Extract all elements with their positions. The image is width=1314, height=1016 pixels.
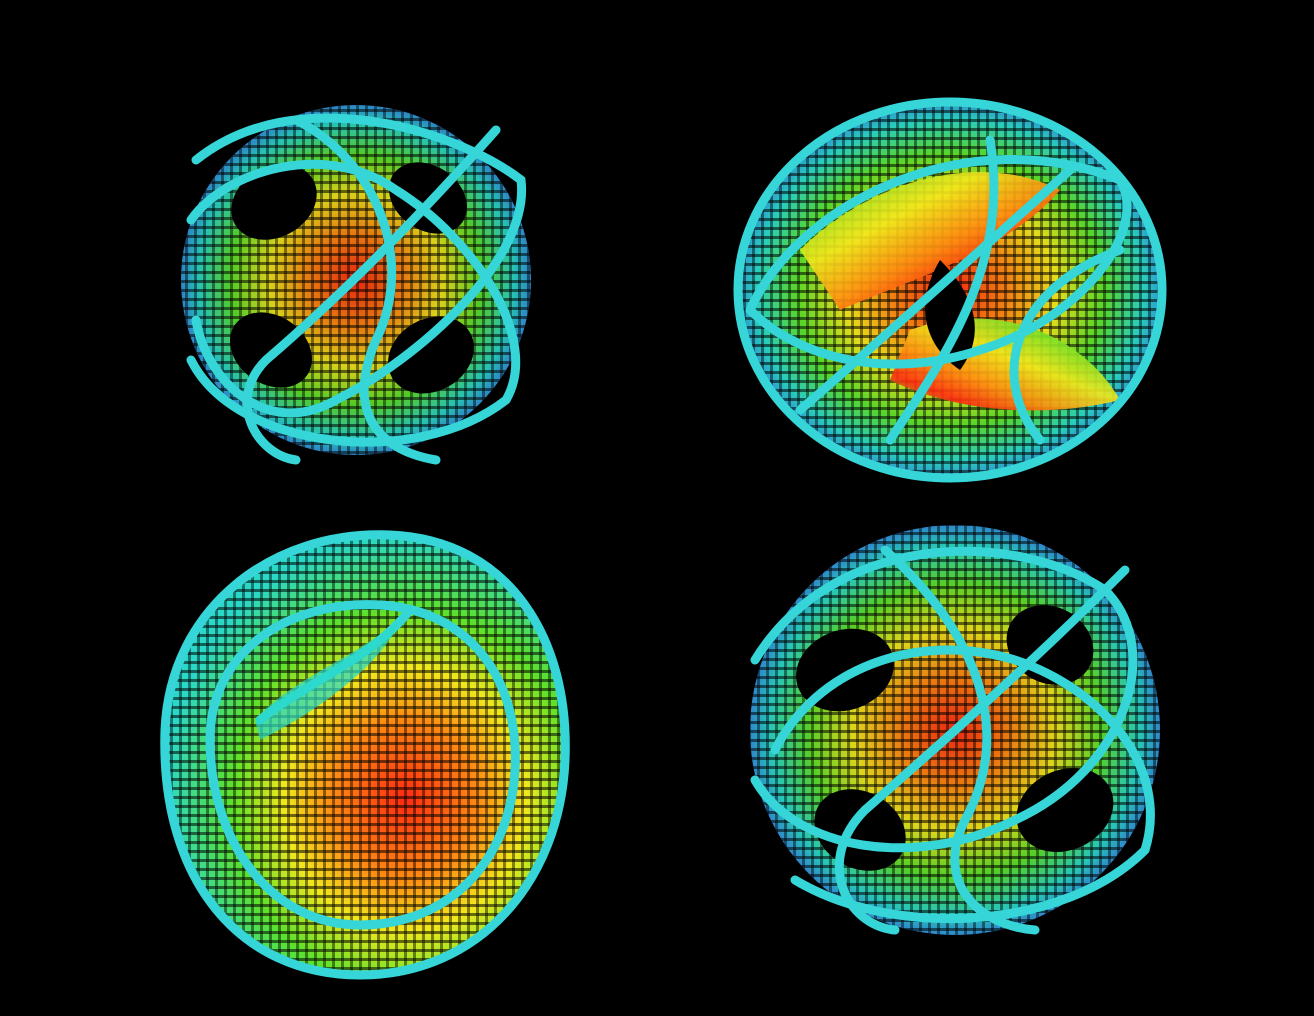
- figure-bottom-right: [750, 525, 1160, 935]
- figure-bottom-left: [160, 530, 570, 980]
- figure-top-right: [733, 97, 1167, 483]
- figure-top-left: [181, 105, 531, 465]
